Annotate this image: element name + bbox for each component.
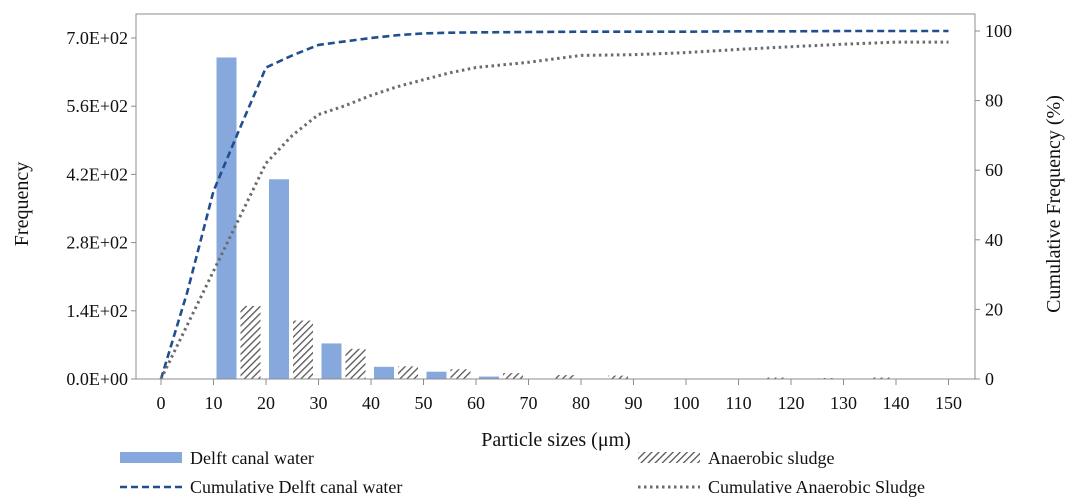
bar-delft-canal-water	[216, 57, 237, 379]
legend-item-cum-anaerobic: Cumulative Anaerobic Sludge	[638, 477, 925, 497]
y2-tick-label: 0	[985, 369, 994, 389]
x-tick-label: 70	[520, 393, 538, 413]
bars-layer	[216, 57, 891, 380]
legend-label-cum-delft: Cumulative Delft canal water	[190, 477, 402, 497]
y2-tick-label: 40	[985, 230, 1003, 250]
y2-tick-label: 100	[985, 21, 1012, 41]
bar-anaerobic-sludge	[450, 369, 471, 379]
y-tick-label: 0.0E+00	[66, 369, 128, 389]
bar-delft-canal-water	[479, 376, 499, 379]
x-tick-label: 130	[830, 393, 857, 413]
legend-swatch-delft	[120, 452, 182, 463]
x-axis-title: Particle sizes (μm)	[481, 429, 631, 451]
bar-delft-canal-water	[321, 343, 342, 379]
x-tick-label: 40	[362, 393, 380, 413]
x-tick-label: 50	[415, 393, 433, 413]
lines-layer	[159, 29, 949, 380]
bar-delft-canal-water	[374, 366, 394, 379]
y2-tick-label: 80	[985, 91, 1003, 111]
x-tick-label: 140	[883, 393, 910, 413]
y2-tick-label: 20	[985, 299, 1003, 319]
x-tick-label: 10	[205, 393, 223, 413]
legend-label-delft: Delft canal water	[190, 448, 314, 468]
y-tick-label: 4.2E+02	[66, 164, 128, 184]
x-tick-label: 150	[935, 393, 962, 413]
y-tick-label: 5.6E+02	[66, 96, 128, 116]
x-tick-label: 60	[467, 393, 485, 413]
x-tick-label: 110	[725, 393, 751, 413]
bar-anaerobic-sludge	[503, 373, 523, 379]
y2-tick-label: 60	[985, 160, 1003, 180]
y-axis-title: Frequency	[11, 162, 33, 246]
axes-layer: 0 10 20 30 40 50 60 70 80 90 100 110 120 130 140 150 0.0…	[66, 13, 1012, 413]
bar-anaerobic-sludge	[765, 377, 786, 379]
x-tick-label: 30	[310, 393, 328, 413]
bar-anaerobic-sludge	[293, 320, 313, 379]
y-tick-label: 1.4E+02	[66, 301, 128, 321]
legend-label-cum-anaerobic: Cumulative Anaerobic Sludge	[708, 477, 925, 497]
line-cumulative-anaerobic	[159, 40, 949, 380]
legend-item-delft: Delft canal water	[120, 448, 314, 468]
bar-anaerobic-sludge	[608, 375, 628, 379]
y-tick-label: 2.8E+02	[66, 233, 128, 253]
bar-anaerobic-sludge	[555, 375, 576, 379]
x-tick-label: 100	[673, 393, 700, 413]
bar-anaerobic-sludge	[345, 348, 366, 379]
legend-swatch-anaerobic	[638, 452, 700, 463]
y2-axis-title: Cumulative Frequency (%)	[1043, 95, 1065, 313]
x-tick-label: 0	[157, 393, 166, 413]
bar-delft-canal-water	[269, 179, 289, 379]
y-tick-label: 7.0E+02	[66, 28, 128, 48]
bar-anaerobic-sludge	[398, 366, 418, 379]
legend-label-anaerobic: Anaerobic sludge	[708, 448, 834, 468]
legend-item-anaerobic: Anaerobic sludge	[638, 448, 834, 468]
x-tick-label: 80	[572, 393, 590, 413]
plot-frame	[135, 13, 976, 380]
bar-delft-canal-water	[426, 371, 447, 379]
x-tick-label: 20	[257, 393, 275, 413]
x-tick-label: 120	[778, 393, 805, 413]
bar-anaerobic-sludge	[870, 377, 891, 379]
bar-anaerobic-sludge	[240, 305, 261, 379]
x-tick-label: 90	[625, 393, 643, 413]
legend: Delft canal water Anaerobic sludge Cumul…	[120, 448, 925, 497]
legend-item-cum-delft: Cumulative Delft canal water	[120, 477, 402, 497]
